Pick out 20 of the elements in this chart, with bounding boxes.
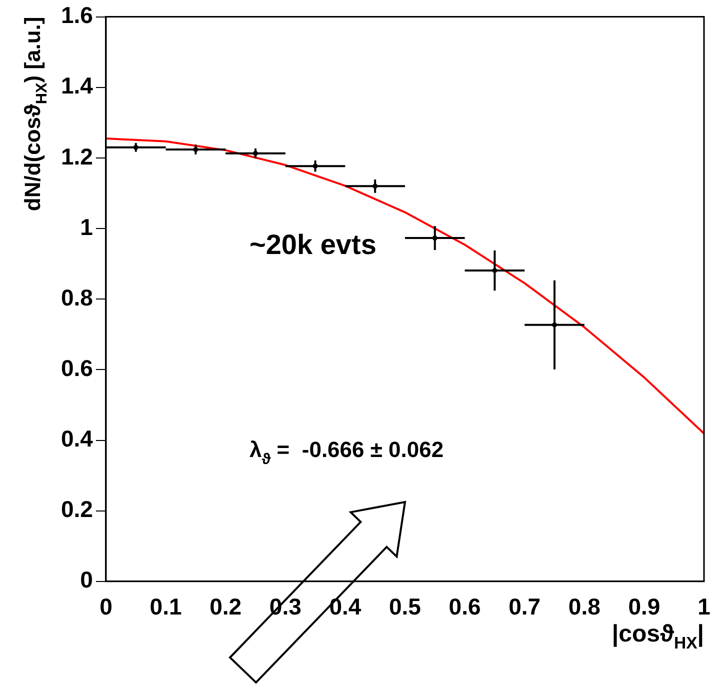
y-tick-label: 1.2 <box>60 143 93 170</box>
y-tick-label: 0.4 <box>60 426 94 452</box>
x-tick-label: 0.9 <box>628 594 660 620</box>
y-tick-label: 1 <box>80 214 94 240</box>
y-tick-label: 0 <box>80 566 93 593</box>
annotation: ~20k evts <box>250 228 376 260</box>
y-tick-label: 1.4 <box>60 72 94 99</box>
y-tick-label: 0.2 <box>60 496 93 522</box>
x-tick-label: 0.8 <box>568 594 601 620</box>
y-tick-label: 0.6 <box>60 355 93 382</box>
y-tick-label: 1.6 <box>60 2 93 28</box>
x-tick-label: 0.5 <box>388 594 422 620</box>
y-tick-label: 0.8 <box>60 284 94 310</box>
x-tick-label: 1 <box>698 594 711 620</box>
x-tick-label: 0.6 <box>448 594 481 620</box>
x-tick-label: 0 <box>100 594 112 620</box>
y-axis-title: dN/d(cosϑHX) [a.u.] <box>20 16 51 212</box>
x-tick-label: 0.7 <box>508 594 541 620</box>
x-tick-label: 0.2 <box>210 594 242 620</box>
x-tick-label: 0.1 <box>150 594 182 620</box>
